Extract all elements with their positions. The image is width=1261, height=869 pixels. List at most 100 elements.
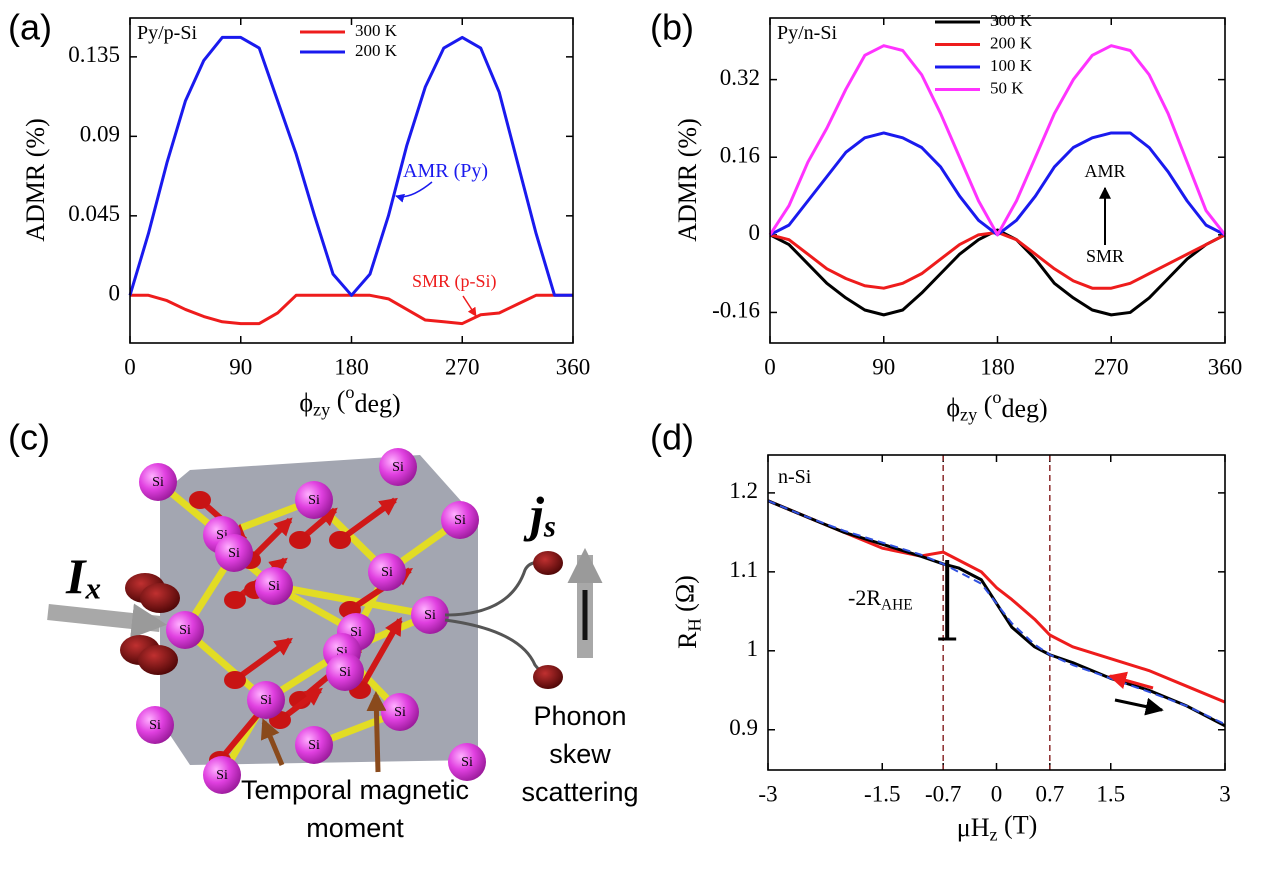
x-tick-label: 0 xyxy=(991,781,1003,806)
atom-label: Si xyxy=(392,460,404,475)
x-tick-label: 90 xyxy=(229,354,252,379)
atom-label: Si xyxy=(179,623,191,638)
page: ADMR and Hall resistance figure {"chart_… xyxy=(0,0,1261,869)
series-line xyxy=(770,232,1225,288)
label-part: ADMR (%) xyxy=(21,118,50,242)
lattice-diagram: (c)SiSiSiSiSiSiSiSiSiSiSiSiSiSiSiSiSiSiS… xyxy=(8,417,639,844)
x-axis-label: μHz (T) xyxy=(957,810,1038,844)
label-part: z xyxy=(989,825,997,845)
series-line xyxy=(770,230,1225,315)
spin-head xyxy=(224,591,246,609)
y-tick-label: 0 xyxy=(749,220,761,245)
x-tick-label: -0.7 xyxy=(925,781,961,806)
electron xyxy=(138,645,178,675)
spin-current-label: js xyxy=(523,486,556,543)
label-part: o xyxy=(345,382,354,402)
figure: (a)09018027036000.0450.090.135ϕzy (odeg)… xyxy=(0,0,1261,869)
x-tick-label: 360 xyxy=(1208,354,1243,379)
series-line xyxy=(770,133,1225,235)
annotation-text: SMR (p-Si) xyxy=(412,271,497,292)
label-part: ADMR (%) xyxy=(673,118,702,242)
x-tick-label: 3 xyxy=(1219,781,1231,806)
legend-label: 100 K xyxy=(990,56,1033,75)
atom-label: Si xyxy=(260,693,272,708)
series-line xyxy=(130,295,573,323)
y-tick-label: 0.9 xyxy=(729,715,758,740)
x-tick-label: 1.5 xyxy=(1096,781,1125,806)
atom-label: Si xyxy=(424,608,436,623)
atom-label: Si xyxy=(454,513,466,528)
spin-current-symbol: j xyxy=(523,486,545,542)
y-tick-label: 0.16 xyxy=(720,142,760,167)
annotation-arrow xyxy=(463,296,476,316)
x-tick-label: 90 xyxy=(872,354,895,379)
x-tick-label: 0 xyxy=(764,354,776,379)
label-part: ( xyxy=(977,390,992,419)
x-tick-label: 180 xyxy=(334,354,369,379)
y-tick-label: 0.09 xyxy=(80,122,120,147)
caption: Temporal magnetic xyxy=(241,775,469,805)
y-tick-label: 1.1 xyxy=(729,557,758,582)
pointer-arrow xyxy=(376,695,378,772)
panel-label: (b) xyxy=(650,7,694,48)
legend-label: 300 K xyxy=(355,21,398,40)
annotation-text: AMR xyxy=(1084,161,1125,181)
label-part: (Ω) xyxy=(670,575,699,618)
panel-label: (c) xyxy=(8,417,50,458)
annotation: Py/n-Si xyxy=(777,22,837,44)
atom-label: Si xyxy=(339,665,351,680)
label-part: ( xyxy=(330,385,345,414)
electron xyxy=(533,665,563,689)
y-axis-label: RH (Ω) xyxy=(670,575,704,649)
body: (a)09018027036000.0450.090.135ϕzy (odeg)… xyxy=(0,0,1261,869)
annotation: SMR (p-Si) xyxy=(412,271,497,292)
atom-label: Si xyxy=(461,755,473,770)
atom-label: Si xyxy=(308,493,320,508)
electron xyxy=(140,583,180,613)
label-part: zy xyxy=(313,400,331,420)
annotation-text: SMR xyxy=(1086,246,1124,266)
y-axis-label: ADMR (%) xyxy=(21,118,50,242)
annotation: Py/p-Si xyxy=(137,22,197,44)
atom-label: Si xyxy=(228,546,240,561)
series-line xyxy=(768,501,1225,724)
atom-label: Si xyxy=(268,579,280,594)
y-tick-label: -0.16 xyxy=(712,298,760,323)
x-tick-label: 180 xyxy=(980,354,1015,379)
atom-label: Si xyxy=(308,738,320,753)
x-tick-label: -3 xyxy=(758,781,777,806)
spin-head xyxy=(189,491,211,509)
y-tick-label: 0 xyxy=(109,281,121,306)
annotation-text: AMR (Py) xyxy=(403,160,488,182)
annotation: n-Si xyxy=(778,466,812,488)
y-tick-label: 1.2 xyxy=(729,478,758,503)
spin-head xyxy=(224,671,246,689)
current-sub: x xyxy=(84,570,101,605)
label-part: o xyxy=(992,387,1001,407)
y-tick-label: 0.045 xyxy=(68,201,120,226)
atom-label: Si xyxy=(152,475,164,490)
annotation: AMR xyxy=(1084,161,1125,181)
spin-head xyxy=(329,531,351,549)
annotation-arrow xyxy=(396,182,432,197)
atom-label: Si xyxy=(216,768,228,783)
x-tick-label: 0 xyxy=(124,354,136,379)
caption: Phonon xyxy=(533,701,626,731)
y-axis-label: ADMR (%) xyxy=(673,118,702,242)
label-part: deg) xyxy=(354,389,400,418)
x-tick-label: 360 xyxy=(556,354,591,379)
x-tick-label: 270 xyxy=(445,354,480,379)
annotation: AMR (Py) xyxy=(403,160,488,182)
annotation-text: -2R xyxy=(848,585,881,610)
plot-frame xyxy=(768,455,1225,770)
annotation-text: Py/p-Si xyxy=(137,22,197,44)
x-tick-label: 0.7 xyxy=(1035,781,1064,806)
spin-head xyxy=(289,531,311,549)
label-part: R xyxy=(673,631,702,649)
atom-label: Si xyxy=(394,705,406,720)
legend-label: 50 K xyxy=(990,78,1024,97)
annotation-text: Py/n-Si xyxy=(777,22,837,44)
label-part: ϕ xyxy=(299,388,313,417)
y-tick-label: 1 xyxy=(747,636,759,661)
current-label: Ix xyxy=(65,548,101,605)
